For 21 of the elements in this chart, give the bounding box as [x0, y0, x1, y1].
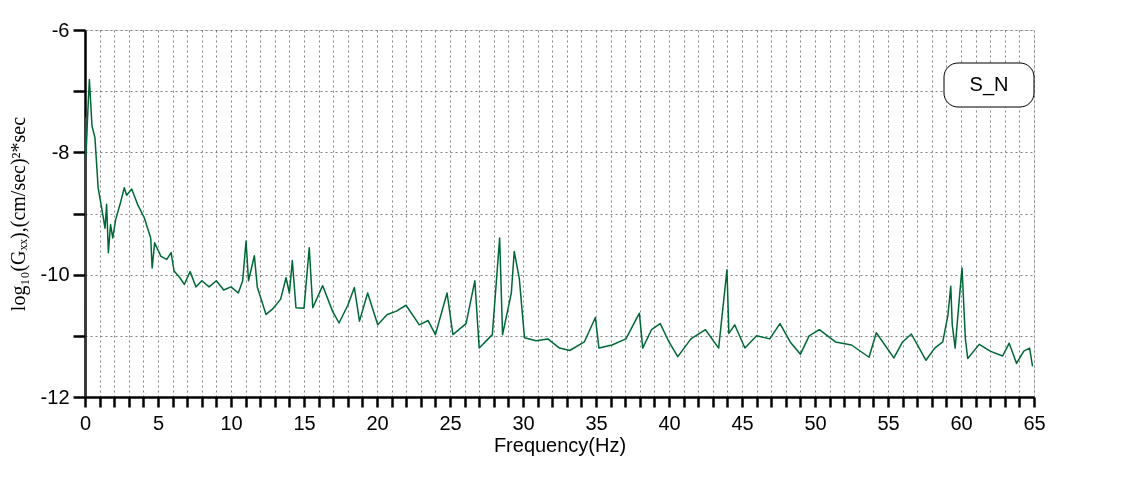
annotation: S_N	[969, 73, 1009, 96]
x-tick-label: 5	[152, 411, 165, 434]
x-tick-label: 45	[731, 411, 754, 434]
y-tick-label: -6	[51, 18, 70, 41]
x-tick-label: 35	[585, 411, 608, 434]
y-tick-label: -10	[40, 263, 70, 286]
y-tick-label: -12	[40, 385, 70, 408]
x-tick-label: 0	[79, 411, 92, 434]
x-tick-label: 30	[512, 411, 535, 434]
x-tick-label: 60	[950, 411, 973, 434]
x-tick-label: 10	[220, 411, 243, 434]
x-tick-label: 20	[366, 411, 389, 434]
y-axis-title: log₁₀(Gₓₓ),(cm/sec)²*sec	[6, 116, 30, 312]
x-tick-label: 40	[658, 411, 681, 434]
x-axis-title: Frequency(Hz)	[493, 433, 627, 456]
x-tick-label: 50	[804, 411, 827, 434]
x-tick-label: 55	[877, 411, 900, 434]
x-tick-label: 15	[293, 411, 316, 434]
x-tick-label: 65	[1023, 411, 1046, 434]
x-tick-label: 25	[439, 411, 462, 434]
y-tick-label: -8	[51, 140, 70, 163]
